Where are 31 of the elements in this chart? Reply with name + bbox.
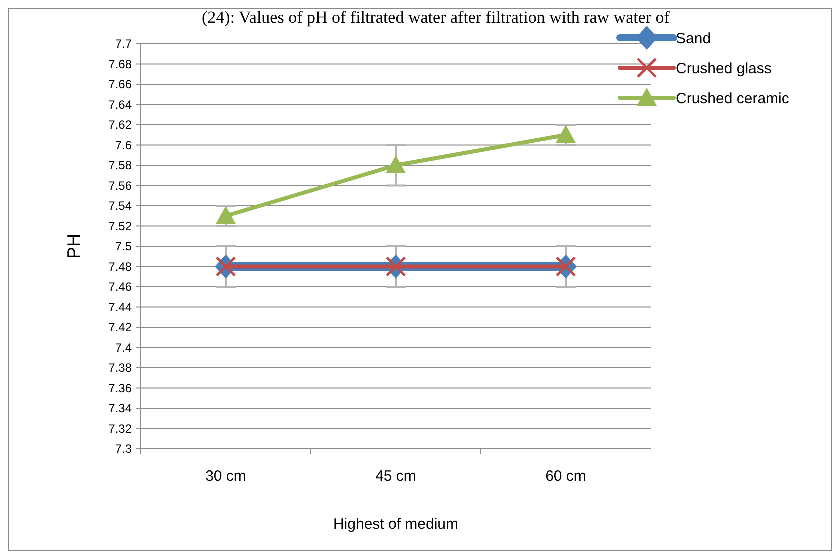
legend-label: Crushed glass [676,60,772,78]
legend-label: Sand [676,30,712,48]
y-tick-label: 7.42 [108,320,132,335]
y-tick-label: 7.6 [115,138,132,152]
y-tick-label: 7.68 [108,57,132,72]
y-tick-label: 7.5 [115,240,132,254]
y-tick-label: 7.54 [108,199,132,214]
y-tick-label: 7.32 [108,422,132,436]
y-tick-label: 7.56 [108,178,132,193]
y-tick-label: 7.7 [115,37,132,52]
y-axis-title: PH [64,234,84,260]
x-tick-label: 30 cm [206,468,246,485]
y-tick-label: 7.46 [108,280,132,294]
chart-title: (24): Values of pH of filtrated water after filtration with raw water of [202,8,670,27]
y-tick-label: 7.66 [108,78,132,92]
y-tick-label: 7.64 [108,98,132,112]
y-tick-label: 7.34 [108,402,132,416]
legend-label: Crushed ceramic [676,90,790,108]
y-tick-label: 7.48 [108,260,132,274]
y-tick-label: 7.38 [108,361,132,376]
y-tick-label: 7.3 [115,442,132,456]
point [386,156,406,174]
y-tick-label: 7.62 [108,118,132,132]
y-tick-label: 7.52 [108,219,132,234]
x-tick-label: 45 cm [376,468,416,485]
x-tick-label: 60 cm [546,468,586,485]
y-tick-label: 7.36 [108,381,132,396]
y-tick-label: 7.58 [108,158,132,173]
y-tick-label: 7.44 [108,300,132,314]
y-tick-label: 7.4 [115,340,132,355]
x-axis-title: Highest of medium [333,516,459,533]
